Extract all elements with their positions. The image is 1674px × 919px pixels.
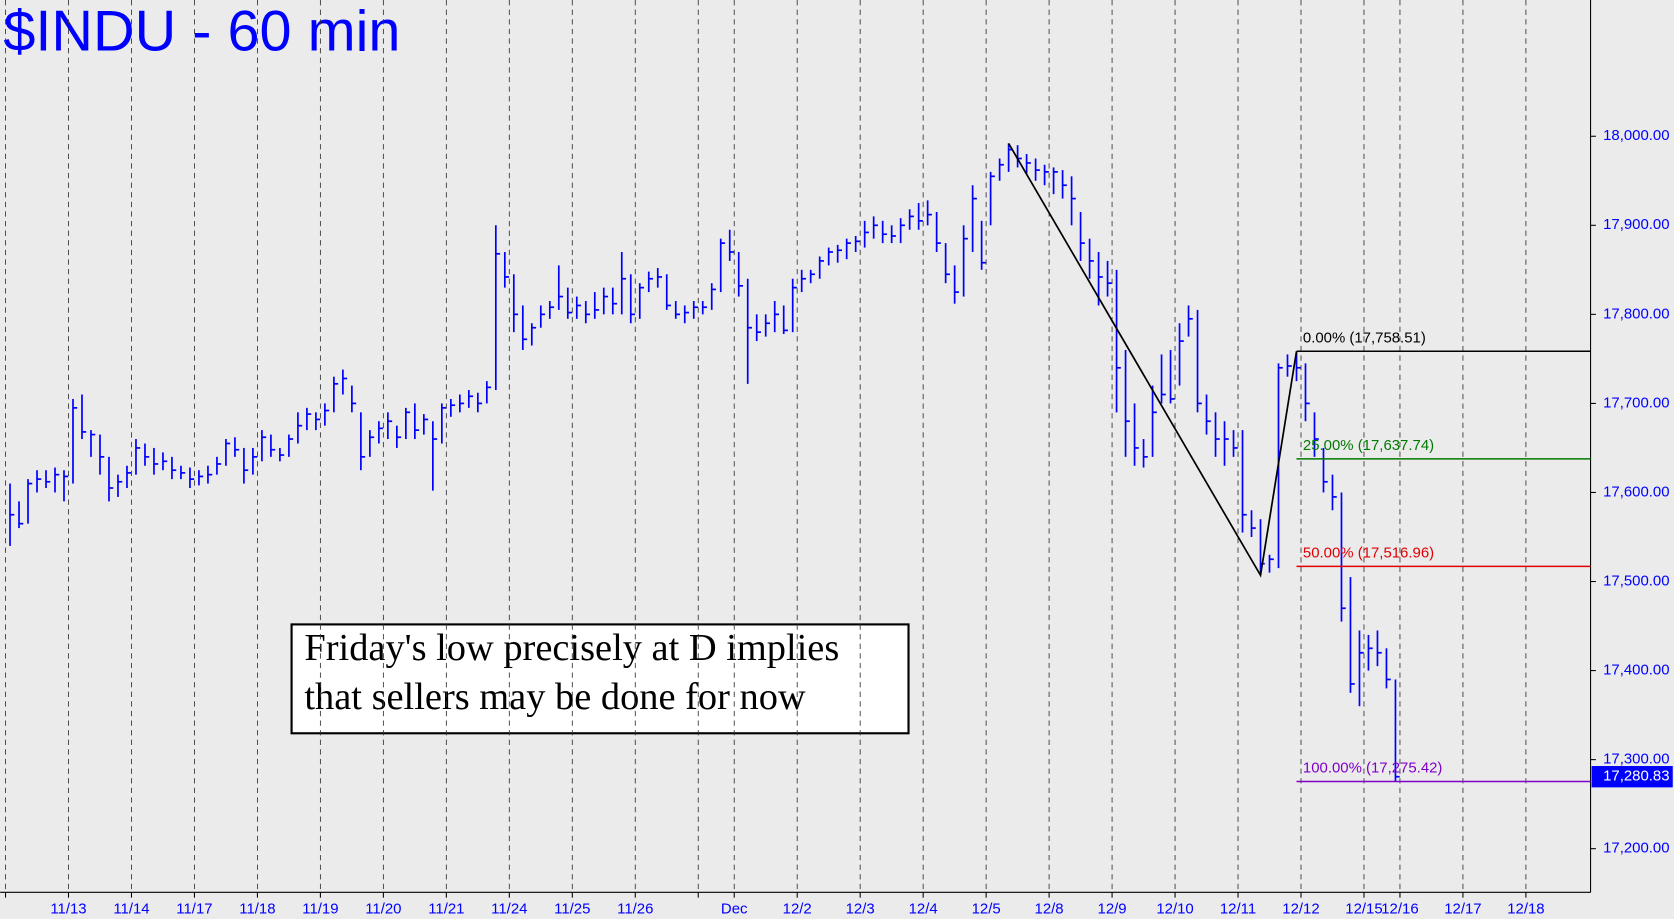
annotation-line: that sellers may be done for now — [304, 676, 806, 718]
x-tick-label: 12/9 — [1098, 900, 1127, 917]
annotation-box — [290, 623, 910, 735]
x-tick-label: 12/3 — [846, 900, 875, 917]
x-tick-label: 12/8 — [1035, 900, 1064, 917]
y-tick-label: 17,800.00 — [1603, 305, 1669, 322]
y-tick-label: 17,700.00 — [1603, 394, 1669, 411]
fib-label: 0.00% (17,758.51) — [1303, 329, 1426, 346]
x-tick-label: 11/20 — [365, 900, 401, 917]
x-tick-label: 12/10 — [1156, 900, 1193, 917]
x-tick-label: 11/13 — [50, 900, 86, 917]
x-tick-label: 12/16 — [1381, 900, 1418, 917]
y-tick-label: 17,300.00 — [1603, 751, 1669, 768]
x-tick-label: 12/15 — [1345, 900, 1382, 917]
pattern-line — [1007, 142, 1298, 578]
x-tick-label: 12/4 — [909, 900, 938, 917]
chart-title: $INDU - 60 min — [3, 0, 400, 63]
x-tick-label: 12/2 — [783, 900, 812, 917]
x-tick-label: 12/12 — [1282, 900, 1319, 917]
y-tick-label: 17,600.00 — [1603, 483, 1669, 500]
y-tick-label: 18,000.00 — [1603, 127, 1669, 144]
fib-label: 50.00% (17,516.96) — [1303, 545, 1434, 562]
fib-label: 100.00% (17,275.42) — [1303, 760, 1443, 777]
x-tick-label: 11/24 — [491, 900, 527, 917]
x-tick-label: 11/17 — [176, 900, 212, 917]
annotation-line: Friday's low precisely at D implies — [304, 627, 839, 669]
y-tick-label: 17,500.00 — [1603, 572, 1669, 589]
x-tick-label: 11/18 — [239, 900, 275, 917]
y-tick-label: 17,200.00 — [1603, 840, 1669, 857]
fib-label: 25.00% (17,637.74) — [1303, 437, 1434, 454]
x-tick-label: 12/5 — [972, 900, 1001, 917]
x-tick-label: 12/18 — [1507, 900, 1544, 917]
x-tick-label: 12/11 — [1220, 900, 1256, 917]
x-tick-label: 11/14 — [113, 900, 149, 917]
last-price-label: 17,280.83 — [1603, 768, 1669, 785]
y-tick-label: 17,900.00 — [1603, 216, 1669, 233]
y-tick-label: 17,400.00 — [1603, 662, 1669, 679]
x-tick-label: 11/26 — [617, 900, 653, 917]
x-tick-label: 12/17 — [1444, 900, 1481, 917]
x-tick-label: 11/19 — [302, 900, 338, 917]
last-price-tag — [1591, 766, 1673, 788]
x-tick-label: Dec — [721, 900, 748, 917]
x-tick-label: 11/21 — [428, 900, 464, 917]
x-tick-label: 11/25 — [554, 900, 590, 917]
